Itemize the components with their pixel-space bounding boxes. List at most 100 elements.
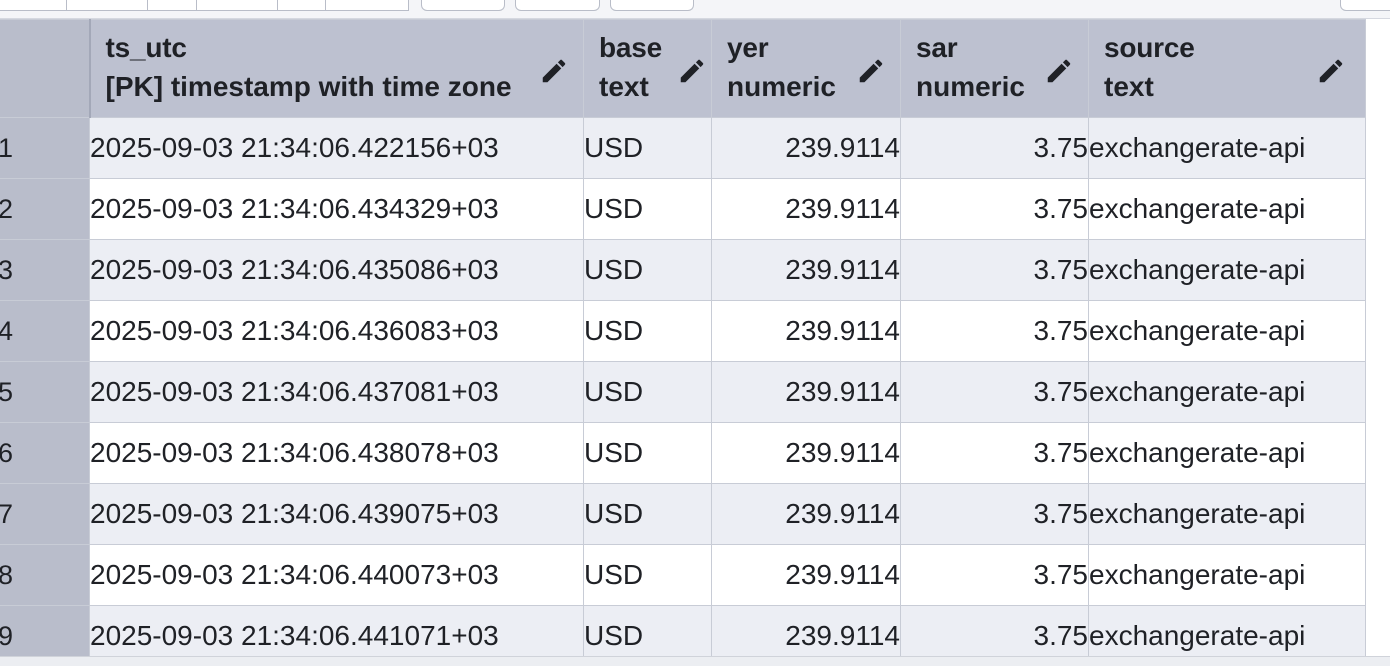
column-name: sar [916, 32, 958, 63]
table-row[interactable]: 5 2025-09-03 21:34:06.437081+03 USD 239.… [0, 361, 1366, 423]
toolbar-button-3[interactable] [610, 0, 694, 11]
cell-sar[interactable]: 3.75 [900, 239, 1089, 301]
cell-yer[interactable]: 239.9114 [711, 300, 901, 362]
cell-sar[interactable]: 3.75 [900, 605, 1089, 656]
table-row[interactable]: 3 2025-09-03 21:34:06.435086+03 USD 239.… [0, 239, 1366, 301]
pencil-icon[interactable] [1316, 56, 1346, 86]
data-grid[interactable]: ts_utc [PK] timestamp with time zone bas… [0, 19, 1390, 656]
toolbar-segment-3[interactable] [148, 0, 197, 11]
column-name: yer [727, 32, 769, 63]
cell-yer[interactable]: 239.9114 [711, 178, 901, 240]
column-name: base [599, 32, 663, 63]
cell-ts-utc[interactable]: 2025-09-03 21:34:06.422156+03 [89, 117, 584, 179]
table-row[interactable]: 1 2025-09-03 21:34:06.422156+03 USD 239.… [0, 117, 1366, 179]
toolbar-button-1[interactable] [421, 0, 505, 11]
row-number[interactable]: 3 [0, 239, 90, 301]
toolbar-segment-6[interactable] [326, 0, 409, 11]
table-row[interactable]: 8 2025-09-03 21:34:06.440073+03 USD 239.… [0, 544, 1366, 606]
cell-sar[interactable]: 3.75 [900, 422, 1089, 484]
row-number[interactable]: 7 [0, 483, 90, 545]
results-table: ts_utc [PK] timestamp with time zone bas… [0, 19, 1366, 656]
cell-base[interactable]: USD [583, 422, 712, 484]
cell-base[interactable]: USD [583, 361, 712, 423]
header-row: ts_utc [PK] timestamp with time zone bas… [0, 19, 1366, 118]
cell-source[interactable]: exchangerate-api [1088, 544, 1366, 606]
column-header-base[interactable]: base text [583, 19, 712, 118]
cell-yer[interactable]: 239.9114 [711, 422, 901, 484]
toolbar-segment-5[interactable] [278, 0, 326, 11]
cell-source[interactable]: exchangerate-api [1088, 117, 1366, 179]
cell-sar[interactable]: 3.75 [900, 300, 1089, 362]
cell-ts-utc[interactable]: 2025-09-03 21:34:06.435086+03 [89, 239, 584, 301]
table-row[interactable]: 4 2025-09-03 21:34:06.436083+03 USD 239.… [0, 300, 1366, 362]
cell-ts-utc[interactable]: 2025-09-03 21:34:06.436083+03 [89, 300, 584, 362]
cell-ts-utc[interactable]: 2025-09-03 21:34:06.439075+03 [89, 483, 584, 545]
row-number[interactable]: 1 [0, 117, 90, 179]
cell-ts-utc[interactable]: 2025-09-03 21:34:06.438078+03 [89, 422, 584, 484]
toolbar-segment-4[interactable] [197, 0, 278, 11]
toolbar-button-4[interactable] [1340, 0, 1390, 11]
column-type: numeric [916, 71, 1025, 102]
cell-yer[interactable]: 239.9114 [711, 239, 901, 301]
column-type: text [1104, 71, 1154, 102]
cell-yer[interactable]: 239.9114 [711, 361, 901, 423]
row-number[interactable]: 4 [0, 300, 90, 362]
pencil-icon[interactable] [539, 56, 569, 86]
cell-base[interactable]: USD [583, 117, 712, 179]
column-header-sar[interactable]: sar numeric [900, 19, 1089, 118]
column-name: source [1104, 32, 1195, 63]
cell-sar[interactable]: 3.75 [900, 117, 1089, 179]
cell-source[interactable]: exchangerate-api [1088, 361, 1366, 423]
cell-base[interactable]: USD [583, 544, 712, 606]
cell-source[interactable]: exchangerate-api [1088, 483, 1366, 545]
cell-base[interactable]: USD [583, 483, 712, 545]
column-header-yer[interactable]: yer numeric [711, 19, 901, 118]
row-number[interactable]: 6 [0, 422, 90, 484]
cell-ts-utc[interactable]: 2025-09-03 21:34:06.440073+03 [89, 544, 584, 606]
cell-base[interactable]: USD [583, 178, 712, 240]
cell-source[interactable]: exchangerate-api [1088, 178, 1366, 240]
column-header-ts-utc[interactable]: ts_utc [PK] timestamp with time zone [89, 19, 584, 118]
cell-yer[interactable]: 239.9114 [711, 605, 901, 656]
column-type: numeric [727, 71, 836, 102]
cell-base[interactable]: USD [583, 239, 712, 301]
cell-yer[interactable]: 239.9114 [711, 117, 901, 179]
cell-ts-utc[interactable]: 2025-09-03 21:34:06.441071+03 [89, 605, 584, 656]
row-number[interactable]: 2 [0, 178, 90, 240]
cell-sar[interactable]: 3.75 [900, 483, 1089, 545]
column-header-source[interactable]: source text [1088, 19, 1366, 118]
pencil-icon[interactable] [856, 56, 886, 86]
column-type: text [599, 71, 649, 102]
toolbar-segment-1[interactable] [0, 0, 67, 11]
table-row[interactable]: 7 2025-09-03 21:34:06.439075+03 USD 239.… [0, 483, 1366, 545]
horizontal-scrollbar[interactable] [0, 656, 1390, 666]
row-number[interactable]: 9 [0, 605, 90, 656]
table-row[interactable]: 9 2025-09-03 21:34:06.441071+03 USD 239.… [0, 605, 1366, 656]
cell-source[interactable]: exchangerate-api [1088, 422, 1366, 484]
table-row[interactable]: 2 2025-09-03 21:34:06.434329+03 USD 239.… [0, 178, 1366, 240]
cell-ts-utc[interactable]: 2025-09-03 21:34:06.437081+03 [89, 361, 584, 423]
cell-sar[interactable]: 3.75 [900, 178, 1089, 240]
toolbar [0, 0, 1390, 19]
row-number-header[interactable] [0, 19, 91, 118]
table-row[interactable]: 6 2025-09-03 21:34:06.438078+03 USD 239.… [0, 422, 1366, 484]
row-number[interactable]: 5 [0, 361, 90, 423]
cell-ts-utc[interactable]: 2025-09-03 21:34:06.434329+03 [89, 178, 584, 240]
cell-yer[interactable]: 239.9114 [711, 544, 901, 606]
cell-source[interactable]: exchangerate-api [1088, 605, 1366, 656]
grid-right-gutter [1366, 19, 1390, 656]
cell-yer[interactable]: 239.9114 [711, 483, 901, 545]
column-type: [PK] timestamp with time zone [105, 71, 512, 102]
column-name: ts_utc [105, 32, 187, 63]
cell-source[interactable]: exchangerate-api [1088, 239, 1366, 301]
cell-sar[interactable]: 3.75 [900, 361, 1089, 423]
pencil-icon[interactable] [1044, 56, 1074, 86]
cell-base[interactable]: USD [583, 300, 712, 362]
cell-source[interactable]: exchangerate-api [1088, 300, 1366, 362]
toolbar-segment-2[interactable] [67, 0, 148, 11]
pencil-icon[interactable] [677, 56, 707, 86]
row-number[interactable]: 8 [0, 544, 90, 606]
toolbar-button-2[interactable] [515, 0, 600, 11]
cell-base[interactable]: USD [583, 605, 712, 656]
cell-sar[interactable]: 3.75 [900, 544, 1089, 606]
